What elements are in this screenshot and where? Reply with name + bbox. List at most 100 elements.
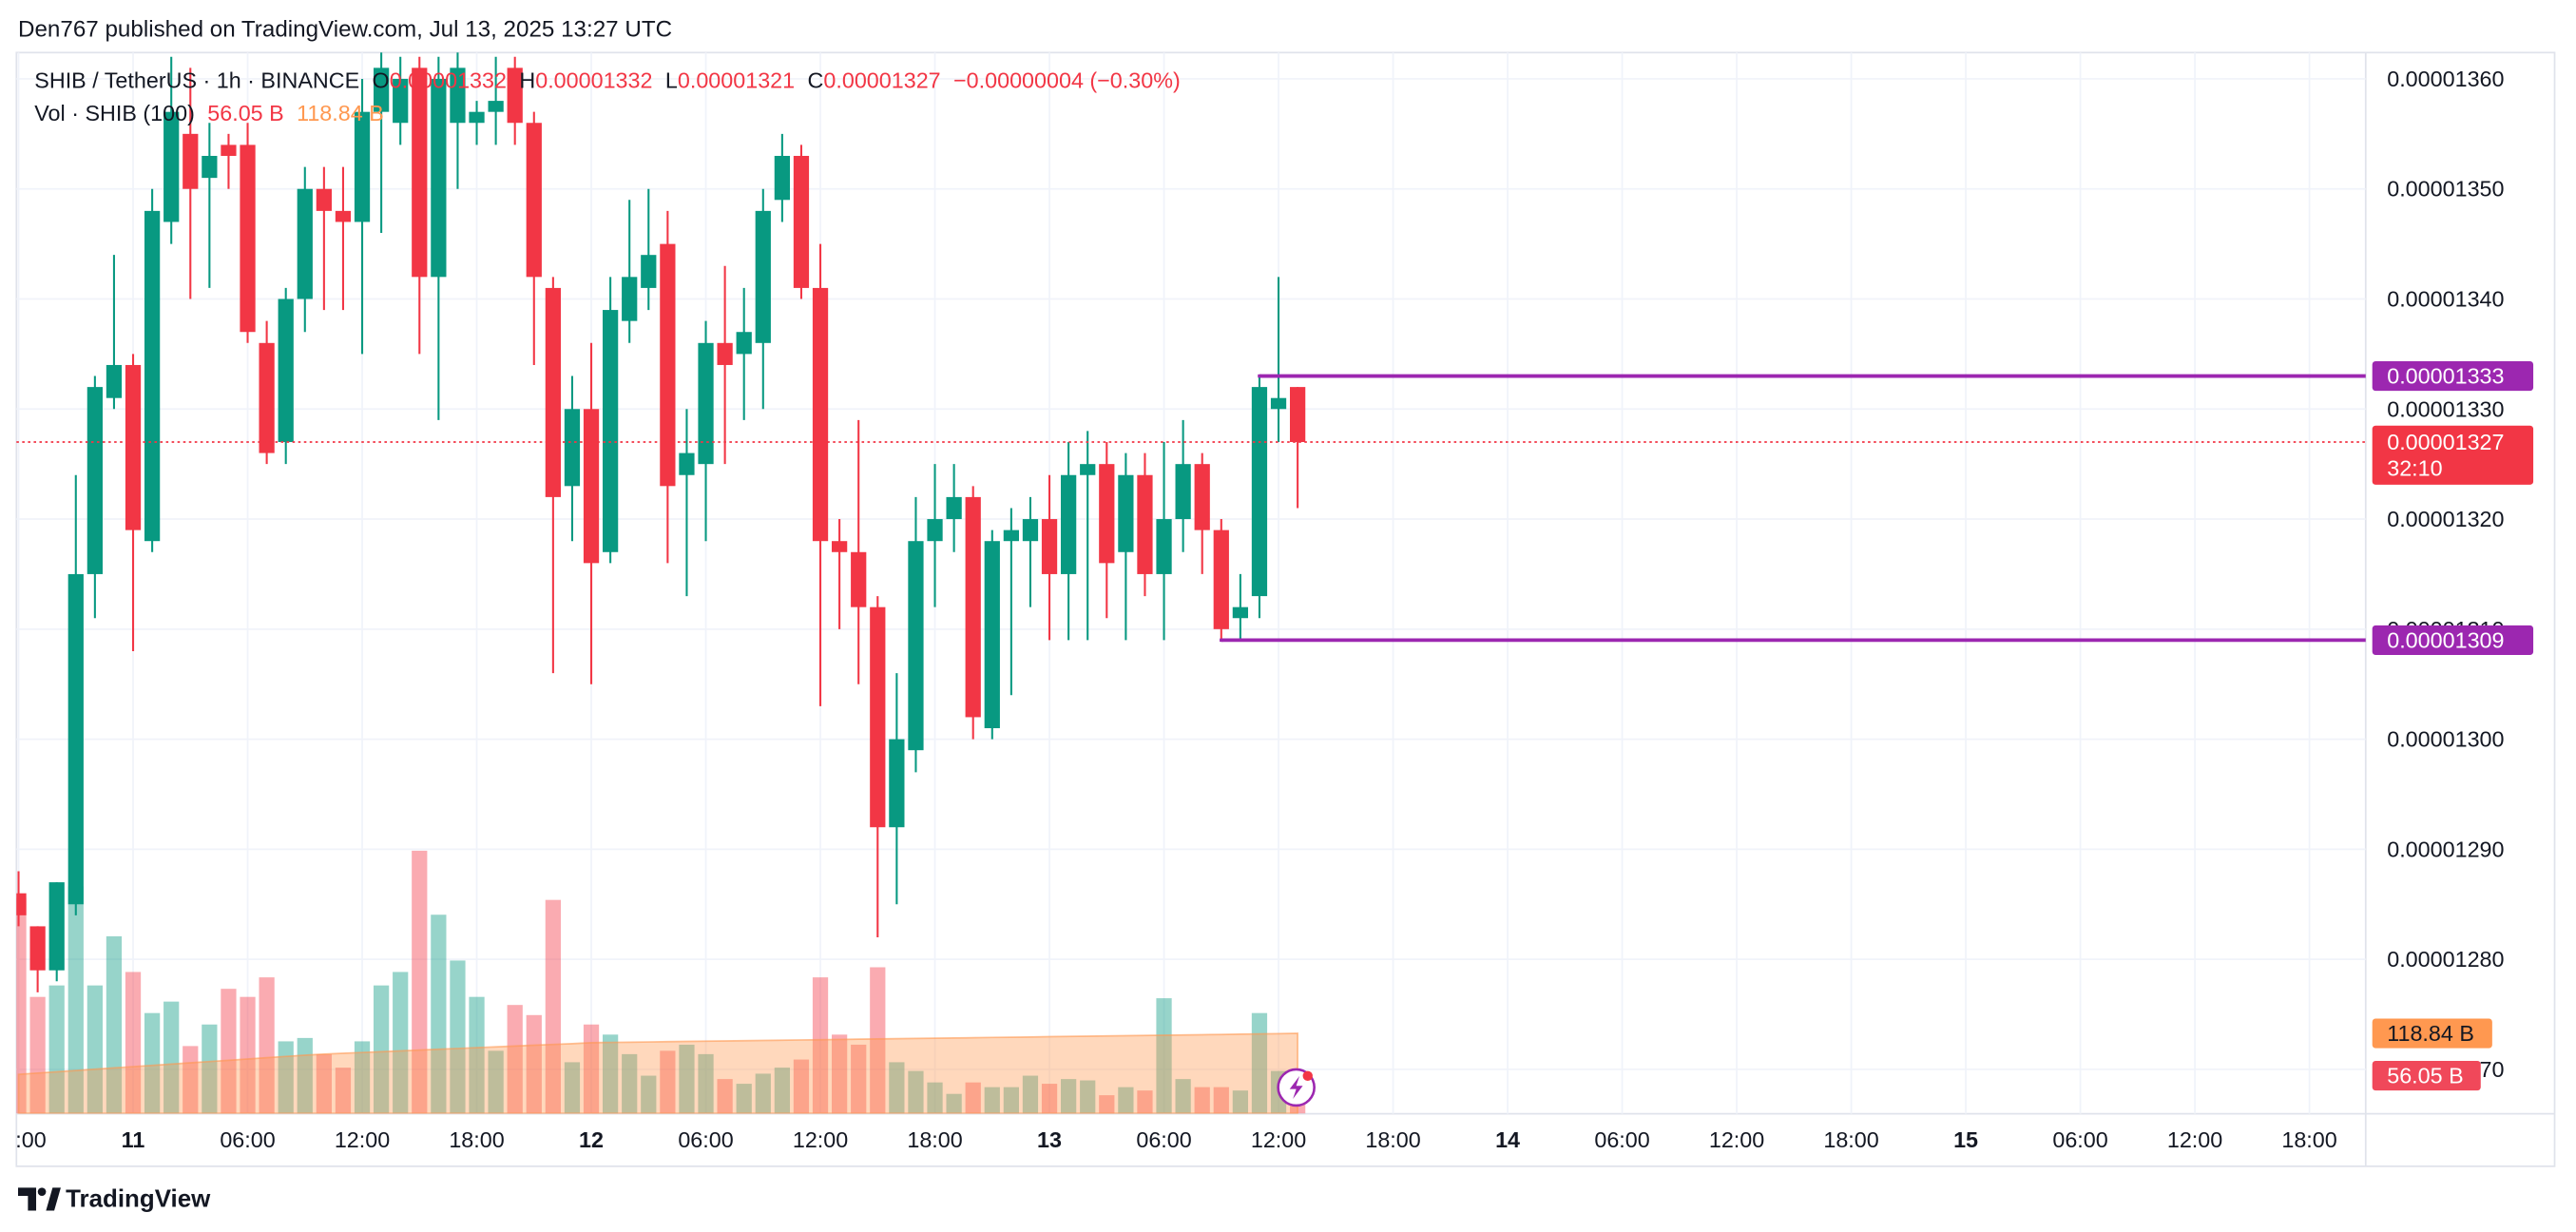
candle-body	[87, 387, 103, 574]
candle-body	[946, 496, 962, 520]
volume-bar	[488, 1050, 504, 1114]
candle-body	[583, 409, 600, 564]
volume-bar	[965, 1082, 981, 1114]
x-tick-label: 06:00	[2052, 1127, 2107, 1152]
volume-bar	[1251, 1012, 1268, 1114]
volume-last: 56.05 B	[207, 101, 283, 125]
volume-pane	[16, 850, 1306, 1114]
volume-bar	[373, 985, 390, 1114]
volume-bar	[1003, 1087, 1020, 1114]
level-badge	[2372, 625, 2534, 655]
volume-bar	[1232, 1090, 1249, 1114]
candle-body	[851, 551, 867, 607]
candle-body	[736, 332, 752, 355]
volume-bar	[202, 1024, 218, 1114]
volume-bar	[984, 1087, 1000, 1114]
volume-bar	[240, 996, 256, 1114]
volume-bar	[163, 1001, 180, 1114]
y-tick-label: 0.00001340	[2387, 286, 2504, 311]
volume-bar	[393, 972, 409, 1114]
candle-body	[469, 111, 485, 124]
volume-bar	[16, 897, 27, 1114]
candle-body	[393, 78, 409, 124]
candle-body	[202, 155, 218, 179]
volume-bar	[278, 1041, 294, 1114]
volume-bar	[641, 1075, 657, 1114]
volume-bar	[106, 935, 123, 1114]
candle-body	[526, 123, 542, 278]
volume-name: Vol · SHIB (100)	[34, 101, 195, 125]
y-tick-label: 0.00001290	[2387, 837, 2504, 861]
time-axis: 18:00 11 06:00 12:00 18:00 12 06:00 12:00 18:00 1…	[16, 1127, 2336, 1152]
volume-ma-badge	[2372, 1018, 2492, 1049]
volume-bar	[1213, 1087, 1229, 1114]
candle-body	[1194, 464, 1210, 530]
last-price-badge	[2372, 425, 2534, 485]
volume-bar	[450, 960, 466, 1114]
byline: Den767 published on TradingView.com, Jul…	[18, 17, 672, 43]
volume-bar	[717, 1079, 733, 1114]
volume-bar	[755, 1073, 771, 1114]
x-tick-label: 06:00	[678, 1127, 733, 1152]
volume-bar	[29, 996, 46, 1114]
candle-body	[698, 342, 714, 465]
ohlc-key: L	[665, 68, 678, 93]
volume-bar	[221, 989, 237, 1114]
last-price-label: 0.00001327	[2387, 430, 2504, 454]
x-tick-label: 12:00	[1251, 1127, 1306, 1152]
candle-body	[1175, 464, 1191, 520]
candle-body	[16, 893, 27, 915]
candle-body	[183, 133, 199, 189]
price-change: −0.00000004 (−0.30%)	[953, 68, 1181, 93]
x-tick-label: 14	[1495, 1127, 1520, 1152]
candle-body	[240, 144, 256, 333]
volume-bar	[412, 850, 428, 1114]
candle-body	[1041, 519, 1058, 574]
chart-frame	[15, 51, 2556, 1167]
candle-body	[1137, 474, 1153, 574]
candle-body	[927, 519, 943, 542]
volume-bar	[1137, 1090, 1153, 1114]
candles	[16, 52, 1306, 992]
candle-body	[1270, 397, 1287, 410]
x-tick-label: 18:00	[1365, 1127, 1420, 1152]
ohlc-key: O	[373, 68, 390, 93]
candle-body	[812, 287, 829, 542]
candle-body	[412, 67, 428, 278]
x-tick-label: 13	[1037, 1127, 1062, 1152]
candle-body	[1232, 606, 1249, 619]
volume-bar	[946, 1093, 962, 1114]
candle-body	[278, 298, 294, 443]
volume-bar	[908, 1070, 924, 1114]
candle-body	[259, 342, 275, 453]
footer-logo	[18, 1187, 61, 1211]
candle-body	[1003, 529, 1020, 542]
candle-body	[29, 926, 46, 971]
candle-body	[602, 310, 619, 552]
ohlc-value: 0.00001327	[823, 68, 940, 93]
candle-body	[488, 101, 504, 112]
volume-bar	[526, 1014, 542, 1114]
candle-body	[48, 882, 65, 971]
volume-bar	[564, 1062, 581, 1114]
candle-body	[717, 342, 733, 365]
volume-bar	[583, 1024, 600, 1114]
candle-body	[144, 210, 161, 542]
candle-body	[755, 210, 771, 343]
candle-body	[450, 67, 466, 124]
volume-ma-badge-label: 118.84 B	[2387, 1021, 2474, 1046]
volume-bar	[1118, 1087, 1134, 1114]
x-tick-label: 18:00	[1823, 1127, 1878, 1152]
volume-bar	[1156, 998, 1172, 1114]
candle-body	[832, 541, 848, 552]
volume-bar	[144, 1012, 161, 1114]
volume-bar	[602, 1034, 619, 1114]
candle-body	[1061, 474, 1077, 574]
volume-bar	[870, 967, 886, 1114]
candle-body	[622, 277, 638, 321]
volume-bar	[1194, 1087, 1210, 1114]
footer-brand: TradingView	[66, 1185, 211, 1212]
x-tick-label: 12	[579, 1127, 604, 1152]
alert-icon	[1277, 1068, 1316, 1107]
candle-body	[1099, 464, 1115, 564]
